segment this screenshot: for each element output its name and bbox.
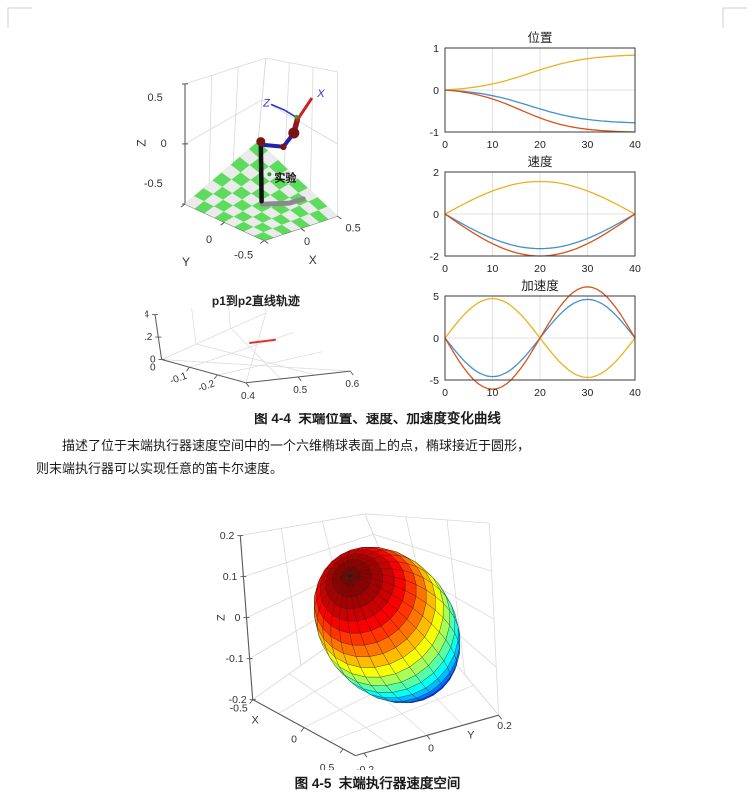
svg-text:0: 0 <box>442 263 448 275</box>
svg-text:0.5: 0.5 <box>148 92 163 104</box>
svg-text:-0.5: -0.5 <box>234 250 253 262</box>
svg-text:0: 0 <box>428 742 434 754</box>
svg-text:实验: 实验 <box>274 170 297 184</box>
svg-text:Z: Z <box>216 614 228 621</box>
svg-text:20: 20 <box>534 263 546 275</box>
svg-text:2: 2 <box>433 167 439 179</box>
svg-text:0: 0 <box>291 734 297 746</box>
svg-text:10: 10 <box>487 387 499 399</box>
svg-text:0: 0 <box>150 363 156 374</box>
svg-text:30: 30 <box>582 263 594 275</box>
svg-text:30: 30 <box>582 387 594 399</box>
svg-text:0.6: 0.6 <box>345 379 359 390</box>
svg-text:X: X <box>252 715 260 727</box>
svg-text:X: X <box>309 253 317 267</box>
svg-text:加速度: 加速度 <box>521 278 559 293</box>
svg-text:Y: Y <box>182 255 190 269</box>
svg-text:Z: Z <box>135 139 149 146</box>
svg-text:-0.5: -0.5 <box>230 703 248 715</box>
svg-text:0.5: 0.5 <box>293 385 307 396</box>
svg-text:位置: 位置 <box>527 30 552 45</box>
svg-text:0: 0 <box>442 387 448 399</box>
svg-text:10: 10 <box>487 263 499 275</box>
svg-text:-5: -5 <box>430 375 439 387</box>
svg-text:Y: Y <box>467 729 475 741</box>
svg-text:0.5: 0.5 <box>345 223 360 235</box>
svg-text:-2: -2 <box>430 251 439 263</box>
svg-text:0: 0 <box>235 612 241 624</box>
svg-text:0: 0 <box>433 209 439 221</box>
svg-text:40: 40 <box>629 263 641 275</box>
svg-text:X: X <box>316 88 325 100</box>
svg-text:40: 40 <box>629 387 641 399</box>
svg-text:40: 40 <box>629 139 641 151</box>
svg-text:0.2: 0.2 <box>145 332 153 343</box>
svg-text:10: 10 <box>487 139 499 151</box>
svg-text:Z: Z <box>262 97 271 109</box>
svg-text:1: 1 <box>433 43 439 55</box>
svg-text:0: 0 <box>433 85 439 97</box>
svg-text:-0.1: -0.1 <box>226 653 244 665</box>
svg-text:0: 0 <box>304 236 310 248</box>
svg-text:0.2: 0.2 <box>497 720 512 732</box>
svg-text:0.1: 0.1 <box>223 571 238 583</box>
svg-text:-1: -1 <box>430 127 439 139</box>
svg-text:0: 0 <box>161 138 167 150</box>
svg-text:0: 0 <box>433 333 439 345</box>
svg-text:0.4: 0.4 <box>241 391 255 402</box>
svg-text:5: 5 <box>433 291 439 303</box>
svg-text:0.2: 0.2 <box>220 530 235 542</box>
svg-text:20: 20 <box>534 139 546 151</box>
svg-text:0.4: 0.4 <box>145 310 149 321</box>
svg-text:0: 0 <box>206 234 212 246</box>
svg-text:0: 0 <box>442 139 448 151</box>
svg-text:-0.5: -0.5 <box>144 178 163 190</box>
svg-text:-0.2: -0.2 <box>356 764 374 770</box>
svg-text:30: 30 <box>582 139 594 151</box>
svg-text:p1到p2直线轨迹: p1到p2直线轨迹 <box>212 293 300 308</box>
svg-text:速度: 速度 <box>527 154 553 169</box>
svg-text:0.5: 0.5 <box>320 762 335 770</box>
svg-text:20: 20 <box>534 387 546 399</box>
